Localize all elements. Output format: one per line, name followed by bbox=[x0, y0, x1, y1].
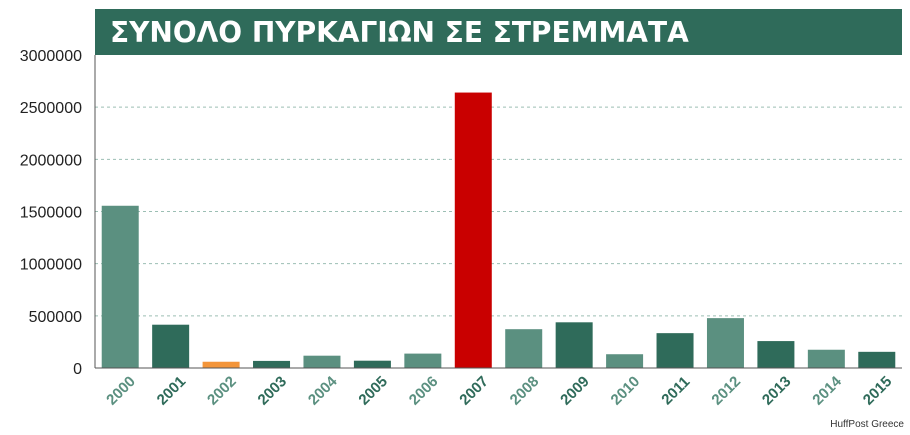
y-tick-label: 1000000 bbox=[20, 257, 82, 274]
x-tick-label: 2013 bbox=[759, 373, 795, 409]
y-tick-label: 3000000 bbox=[20, 48, 82, 65]
x-tick-label: 2010 bbox=[608, 373, 644, 409]
x-tick-label: 2009 bbox=[557, 373, 593, 409]
x-tick-label: 2003 bbox=[255, 373, 291, 409]
x-tick-label: 2000 bbox=[103, 373, 139, 409]
x-tick-label: 2007 bbox=[456, 373, 492, 409]
x-tick-label: 2014 bbox=[809, 373, 845, 409]
bar-2013 bbox=[757, 341, 795, 368]
y-axis: 0 500000 1000000 1500000 2000000 2500000 30000… bbox=[20, 48, 96, 378]
credit-label: HuffPost Greece bbox=[830, 419, 904, 430]
bar-2003 bbox=[253, 360, 291, 368]
bar-2009 bbox=[555, 322, 593, 368]
bar-2015 bbox=[858, 351, 896, 368]
x-axis: 2000 2001 2002 2003 2004 2005 2006 2007 2008 2009… bbox=[95, 367, 902, 409]
x-tick-label: 2001 bbox=[154, 373, 190, 409]
x-tick-label: 2015 bbox=[860, 373, 896, 409]
y-tick-label: 2000000 bbox=[20, 152, 82, 169]
bar-2005 bbox=[353, 360, 391, 368]
bar-2011 bbox=[656, 333, 694, 368]
bar-2007 bbox=[454, 92, 492, 368]
x-tick-label: 2002 bbox=[204, 373, 240, 409]
grid-lines bbox=[95, 106, 902, 317]
bar-2014 bbox=[807, 349, 845, 368]
bar-2000 bbox=[101, 205, 139, 368]
bars bbox=[101, 92, 896, 368]
bar-2008 bbox=[505, 329, 543, 368]
x-tick-label: 2004 bbox=[305, 373, 341, 409]
bar-2004 bbox=[303, 355, 341, 368]
x-tick-label: 2005 bbox=[355, 373, 391, 409]
bar-2006 bbox=[404, 353, 442, 368]
y-tick-label: 0 bbox=[73, 361, 82, 378]
title-banner bbox=[95, 9, 902, 55]
bar-2001 bbox=[152, 324, 190, 368]
y-tick-label: 1500000 bbox=[20, 205, 82, 222]
x-tick-label: 2006 bbox=[406, 373, 442, 409]
bar-2010 bbox=[606, 354, 644, 368]
y-tick-label: 500000 bbox=[29, 309, 82, 326]
y-tick-label: 2500000 bbox=[20, 100, 82, 117]
bar-2002 bbox=[202, 361, 240, 368]
x-tick-label: 2008 bbox=[507, 373, 543, 409]
bar-2012 bbox=[706, 318, 744, 368]
chart-title: ΣΥΝΟΛΟ ΠΥΡΚΑΓΙΩΝ ΣΕ ΣΤΡΕΜΜΑΤΑ bbox=[110, 16, 689, 49]
x-tick-label: 2012 bbox=[708, 373, 744, 409]
x-tick-label: 2011 bbox=[658, 373, 693, 408]
